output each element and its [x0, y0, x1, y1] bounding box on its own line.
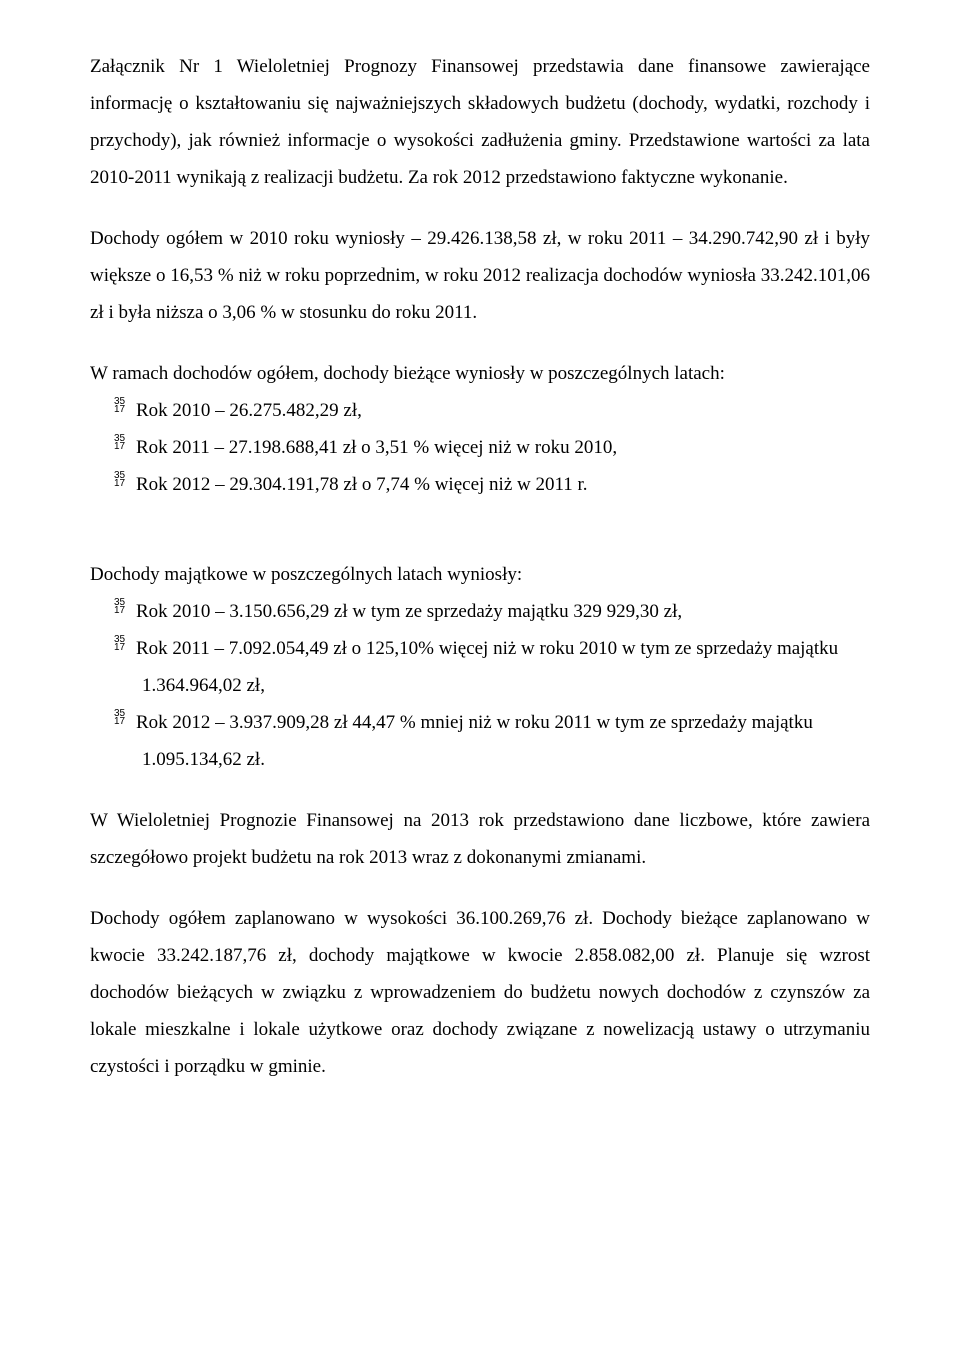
bullet-icon: 3517: [114, 434, 136, 452]
list-item: 3517Rok 2011 – 27.198.688,41 zł o 3,51 %…: [90, 429, 870, 466]
list-item-text: Rok 2010 – 26.275.482,29 zł,: [136, 400, 362, 421]
bullet-icon: 3517: [114, 598, 136, 616]
list-item: 3517Rok 2011 – 7.092.054,49 zł o 125,10%…: [90, 630, 870, 704]
list-block-2: Dochody majątkowe w poszczególnych latac…: [90, 556, 870, 778]
list-item: 3517Rok 2010 – 3.150.656,29 zł w tym ze …: [90, 593, 870, 630]
list-block-1: W ramach dochodów ogółem, dochody bieżąc…: [90, 355, 870, 503]
list-item: 3517Rok 2012 – 3.937.909,28 zł 44,47 % m…: [90, 704, 870, 778]
list-item-text: Rok 2012 – 29.304.191,78 zł o 7,74 % wię…: [136, 474, 588, 495]
list-item: 3517Rok 2010 – 26.275.482,29 zł,: [90, 392, 870, 429]
list-2: 3517Rok 2010 – 3.150.656,29 zł w tym ze …: [90, 593, 870, 778]
document-page: Załącznik Nr 1 Wieloletniej Prognozy Fin…: [0, 0, 960, 1169]
list-item-text: Rok 2011 – 7.092.054,49 zł o 125,10% wię…: [136, 638, 838, 696]
bullet-icon: 3517: [114, 471, 136, 489]
bullet-icon: 3517: [114, 397, 136, 415]
list-item-text: Rok 2011 – 27.198.688,41 zł o 3,51 % wię…: [136, 437, 617, 458]
paragraph-2: Dochody ogółem w 2010 roku wyniosły – 29…: [90, 220, 870, 331]
list-item-text: Rok 2010 – 3.150.656,29 zł w tym ze sprz…: [136, 601, 682, 622]
section-gap: [90, 528, 870, 556]
bullet-icon: 3517: [114, 709, 136, 727]
list-1-intro: W ramach dochodów ogółem, dochody bieżąc…: [90, 355, 870, 392]
bullet-icon: 3517: [114, 635, 136, 653]
paragraph-6: Dochody ogółem zaplanowano w wysokości 3…: [90, 900, 870, 1085]
list-1: 3517Rok 2010 – 26.275.482,29 zł, 3517Rok…: [90, 392, 870, 503]
list-item: 3517Rok 2012 – 29.304.191,78 zł o 7,74 %…: [90, 466, 870, 503]
list-item-text: Rok 2012 – 3.937.909,28 zł 44,47 % mniej…: [136, 712, 813, 770]
list-2-intro: Dochody majątkowe w poszczególnych latac…: [90, 556, 870, 593]
paragraph-5: W Wieloletniej Prognozie Finansowej na 2…: [90, 802, 870, 876]
paragraph-1: Załącznik Nr 1 Wieloletniej Prognozy Fin…: [90, 48, 870, 196]
